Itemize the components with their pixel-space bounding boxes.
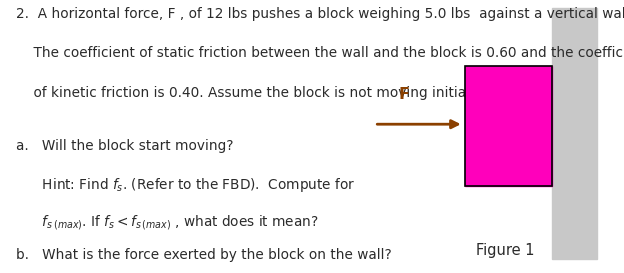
- Bar: [465, 66, 552, 186]
- Text: Figure 1: Figure 1: [476, 243, 535, 258]
- Text: The coefficient of static friction between the wall and the block is 0.60 and th: The coefficient of static friction betwe…: [16, 46, 624, 60]
- Text: of kinetic friction is 0.40. Assume the block is not moving initially.: of kinetic friction is 0.40. Assume the …: [16, 86, 484, 100]
- Text: b.   What is the force exerted by the block on the wall?: b. What is the force exerted by the bloc…: [16, 248, 391, 262]
- Text: F: F: [399, 87, 410, 102]
- Text: 2.  A horizontal force, F , of 12 lbs pushes a block weighing 5.0 lbs  against a: 2. A horizontal force, F , of 12 lbs pus…: [16, 7, 624, 21]
- Text: Hint: Find $f_s$. (Refer to the FBD).  Compute for: Hint: Find $f_s$. (Refer to the FBD). Co…: [16, 176, 355, 194]
- Bar: [552, 8, 597, 259]
- Text: a.   Will the block start moving?: a. Will the block start moving?: [16, 139, 233, 153]
- Text: $f_{s\,(max)}$. If $f_s < f_{s\,(max)}$ , what does it mean?: $f_{s\,(max)}$. If $f_s < f_{s\,(max)}$ …: [16, 213, 318, 232]
- Bar: [465, 66, 552, 186]
